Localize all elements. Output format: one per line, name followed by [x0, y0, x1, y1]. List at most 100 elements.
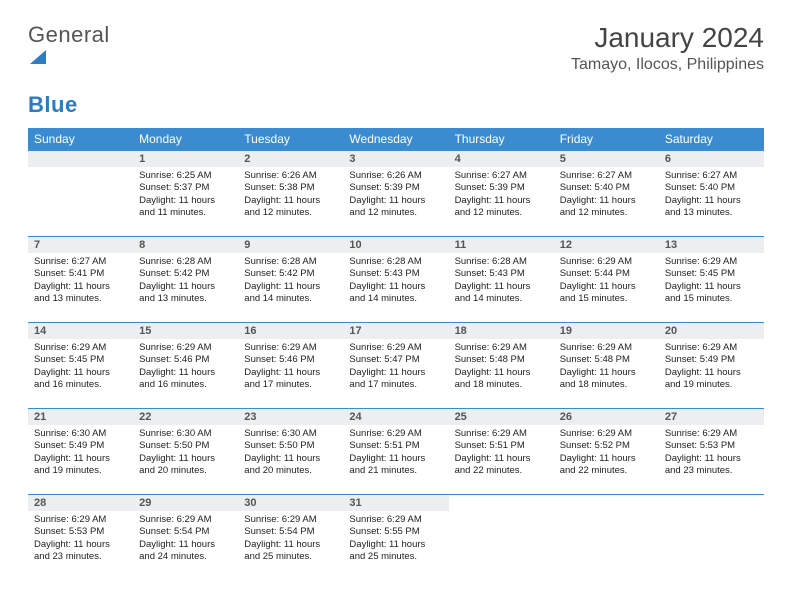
- calendar-cell: 27Sunrise: 6:29 AMSunset: 5:53 PMDayligh…: [659, 409, 764, 495]
- location: Tamayo, Ilocos, Philippines: [571, 56, 764, 74]
- day-details: Sunrise: 6:30 AMSunset: 5:49 PMDaylight:…: [28, 425, 133, 481]
- calendar-cell: 8Sunrise: 6:28 AMSunset: 5:42 PMDaylight…: [133, 237, 238, 323]
- logo: General Blue: [28, 22, 110, 118]
- day-number: 25: [449, 409, 554, 425]
- day-details: Sunrise: 6:30 AMSunset: 5:50 PMDaylight:…: [238, 425, 343, 481]
- calendar-cell: 2Sunrise: 6:26 AMSunset: 5:38 PMDaylight…: [238, 151, 343, 237]
- day-number: 23: [238, 409, 343, 425]
- day-number: 27: [659, 409, 764, 425]
- day-details: Sunrise: 6:30 AMSunset: 5:50 PMDaylight:…: [133, 425, 238, 481]
- calendar-cell: 3Sunrise: 6:26 AMSunset: 5:39 PMDaylight…: [343, 151, 448, 237]
- calendar-cell: 10Sunrise: 6:28 AMSunset: 5:43 PMDayligh…: [343, 237, 448, 323]
- day-details: Sunrise: 6:29 AMSunset: 5:55 PMDaylight:…: [343, 511, 448, 567]
- day-details: Sunrise: 6:26 AMSunset: 5:38 PMDaylight:…: [238, 167, 343, 223]
- day-details: Sunrise: 6:29 AMSunset: 5:54 PMDaylight:…: [238, 511, 343, 567]
- calendar-cell: 28Sunrise: 6:29 AMSunset: 5:53 PMDayligh…: [28, 495, 133, 581]
- empty-day: [28, 151, 133, 167]
- day-number: 22: [133, 409, 238, 425]
- day-details: Sunrise: 6:29 AMSunset: 5:45 PMDaylight:…: [28, 339, 133, 395]
- calendar-cell: 23Sunrise: 6:30 AMSunset: 5:50 PMDayligh…: [238, 409, 343, 495]
- day-number: 13: [659, 237, 764, 253]
- day-number: 9: [238, 237, 343, 253]
- calendar-cell: 5Sunrise: 6:27 AMSunset: 5:40 PMDaylight…: [554, 151, 659, 237]
- day-header: Friday: [554, 128, 659, 151]
- calendar-cell: 30Sunrise: 6:29 AMSunset: 5:54 PMDayligh…: [238, 495, 343, 581]
- calendar-row: 7Sunrise: 6:27 AMSunset: 5:41 PMDaylight…: [28, 237, 764, 323]
- day-header: Saturday: [659, 128, 764, 151]
- day-number: 8: [133, 237, 238, 253]
- calendar-cell: 1Sunrise: 6:25 AMSunset: 5:37 PMDaylight…: [133, 151, 238, 237]
- day-number: 28: [28, 495, 133, 511]
- calendar-cell: 18Sunrise: 6:29 AMSunset: 5:48 PMDayligh…: [449, 323, 554, 409]
- calendar-cell: 9Sunrise: 6:28 AMSunset: 5:42 PMDaylight…: [238, 237, 343, 323]
- calendar-cell: 11Sunrise: 6:28 AMSunset: 5:43 PMDayligh…: [449, 237, 554, 323]
- day-number: 29: [133, 495, 238, 511]
- day-details: Sunrise: 6:29 AMSunset: 5:44 PMDaylight:…: [554, 253, 659, 309]
- calendar-body: 1Sunrise: 6:25 AMSunset: 5:37 PMDaylight…: [28, 151, 764, 581]
- calendar-cell: 12Sunrise: 6:29 AMSunset: 5:44 PMDayligh…: [554, 237, 659, 323]
- day-number: 20: [659, 323, 764, 339]
- calendar-head: SundayMondayTuesdayWednesdayThursdayFrid…: [28, 128, 764, 151]
- header: General Blue January 2024 Tamayo, Ilocos…: [28, 22, 764, 118]
- day-details: Sunrise: 6:28 AMSunset: 5:43 PMDaylight:…: [343, 253, 448, 309]
- calendar-cell: 14Sunrise: 6:29 AMSunset: 5:45 PMDayligh…: [28, 323, 133, 409]
- day-details: Sunrise: 6:28 AMSunset: 5:42 PMDaylight:…: [133, 253, 238, 309]
- day-details: Sunrise: 6:27 AMSunset: 5:40 PMDaylight:…: [554, 167, 659, 223]
- day-number: 17: [343, 323, 448, 339]
- day-details: Sunrise: 6:29 AMSunset: 5:53 PMDaylight:…: [28, 511, 133, 567]
- calendar-row: 21Sunrise: 6:30 AMSunset: 5:49 PMDayligh…: [28, 409, 764, 495]
- day-number: 7: [28, 237, 133, 253]
- logo-sail-icon: [28, 48, 110, 66]
- day-number: 4: [449, 151, 554, 167]
- day-number: 12: [554, 237, 659, 253]
- day-header: Sunday: [28, 128, 133, 151]
- day-number: 5: [554, 151, 659, 167]
- day-number: 24: [343, 409, 448, 425]
- day-details: Sunrise: 6:27 AMSunset: 5:39 PMDaylight:…: [449, 167, 554, 223]
- day-details: Sunrise: 6:29 AMSunset: 5:46 PMDaylight:…: [133, 339, 238, 395]
- calendar-cell: [659, 495, 764, 581]
- calendar-cell: 31Sunrise: 6:29 AMSunset: 5:55 PMDayligh…: [343, 495, 448, 581]
- day-number: 18: [449, 323, 554, 339]
- calendar-cell: 24Sunrise: 6:29 AMSunset: 5:51 PMDayligh…: [343, 409, 448, 495]
- day-header: Wednesday: [343, 128, 448, 151]
- day-details: Sunrise: 6:28 AMSunset: 5:43 PMDaylight:…: [449, 253, 554, 309]
- calendar-row: 14Sunrise: 6:29 AMSunset: 5:45 PMDayligh…: [28, 323, 764, 409]
- calendar-cell: [554, 495, 659, 581]
- day-details: Sunrise: 6:29 AMSunset: 5:47 PMDaylight:…: [343, 339, 448, 395]
- day-details: Sunrise: 6:29 AMSunset: 5:46 PMDaylight:…: [238, 339, 343, 395]
- logo-word-2: Blue: [28, 92, 78, 117]
- day-details: Sunrise: 6:29 AMSunset: 5:51 PMDaylight:…: [449, 425, 554, 481]
- day-details: Sunrise: 6:29 AMSunset: 5:51 PMDaylight:…: [343, 425, 448, 481]
- calendar-cell: 25Sunrise: 6:29 AMSunset: 5:51 PMDayligh…: [449, 409, 554, 495]
- calendar-cell: [28, 151, 133, 237]
- day-number: 10: [343, 237, 448, 253]
- day-details: Sunrise: 6:29 AMSunset: 5:49 PMDaylight:…: [659, 339, 764, 395]
- month-title: January 2024: [571, 22, 764, 54]
- day-details: Sunrise: 6:29 AMSunset: 5:48 PMDaylight:…: [554, 339, 659, 395]
- calendar-cell: [449, 495, 554, 581]
- day-details: Sunrise: 6:29 AMSunset: 5:53 PMDaylight:…: [659, 425, 764, 481]
- day-number: 16: [238, 323, 343, 339]
- calendar-cell: 29Sunrise: 6:29 AMSunset: 5:54 PMDayligh…: [133, 495, 238, 581]
- calendar-cell: 7Sunrise: 6:27 AMSunset: 5:41 PMDaylight…: [28, 237, 133, 323]
- logo-text: General Blue: [28, 22, 110, 118]
- day-header: Monday: [133, 128, 238, 151]
- calendar-cell: 20Sunrise: 6:29 AMSunset: 5:49 PMDayligh…: [659, 323, 764, 409]
- calendar-cell: 17Sunrise: 6:29 AMSunset: 5:47 PMDayligh…: [343, 323, 448, 409]
- calendar-cell: 26Sunrise: 6:29 AMSunset: 5:52 PMDayligh…: [554, 409, 659, 495]
- day-details: Sunrise: 6:26 AMSunset: 5:39 PMDaylight:…: [343, 167, 448, 223]
- day-details: Sunrise: 6:27 AMSunset: 5:41 PMDaylight:…: [28, 253, 133, 309]
- day-details: Sunrise: 6:29 AMSunset: 5:52 PMDaylight:…: [554, 425, 659, 481]
- calendar-cell: 4Sunrise: 6:27 AMSunset: 5:39 PMDaylight…: [449, 151, 554, 237]
- day-number: 11: [449, 237, 554, 253]
- day-number: 21: [28, 409, 133, 425]
- day-details: Sunrise: 6:25 AMSunset: 5:37 PMDaylight:…: [133, 167, 238, 223]
- day-number: 15: [133, 323, 238, 339]
- calendar-cell: 19Sunrise: 6:29 AMSunset: 5:48 PMDayligh…: [554, 323, 659, 409]
- calendar-cell: 6Sunrise: 6:27 AMSunset: 5:40 PMDaylight…: [659, 151, 764, 237]
- calendar-cell: 22Sunrise: 6:30 AMSunset: 5:50 PMDayligh…: [133, 409, 238, 495]
- day-header: Tuesday: [238, 128, 343, 151]
- calendar-table: SundayMondayTuesdayWednesdayThursdayFrid…: [28, 128, 764, 581]
- day-details: Sunrise: 6:29 AMSunset: 5:45 PMDaylight:…: [659, 253, 764, 309]
